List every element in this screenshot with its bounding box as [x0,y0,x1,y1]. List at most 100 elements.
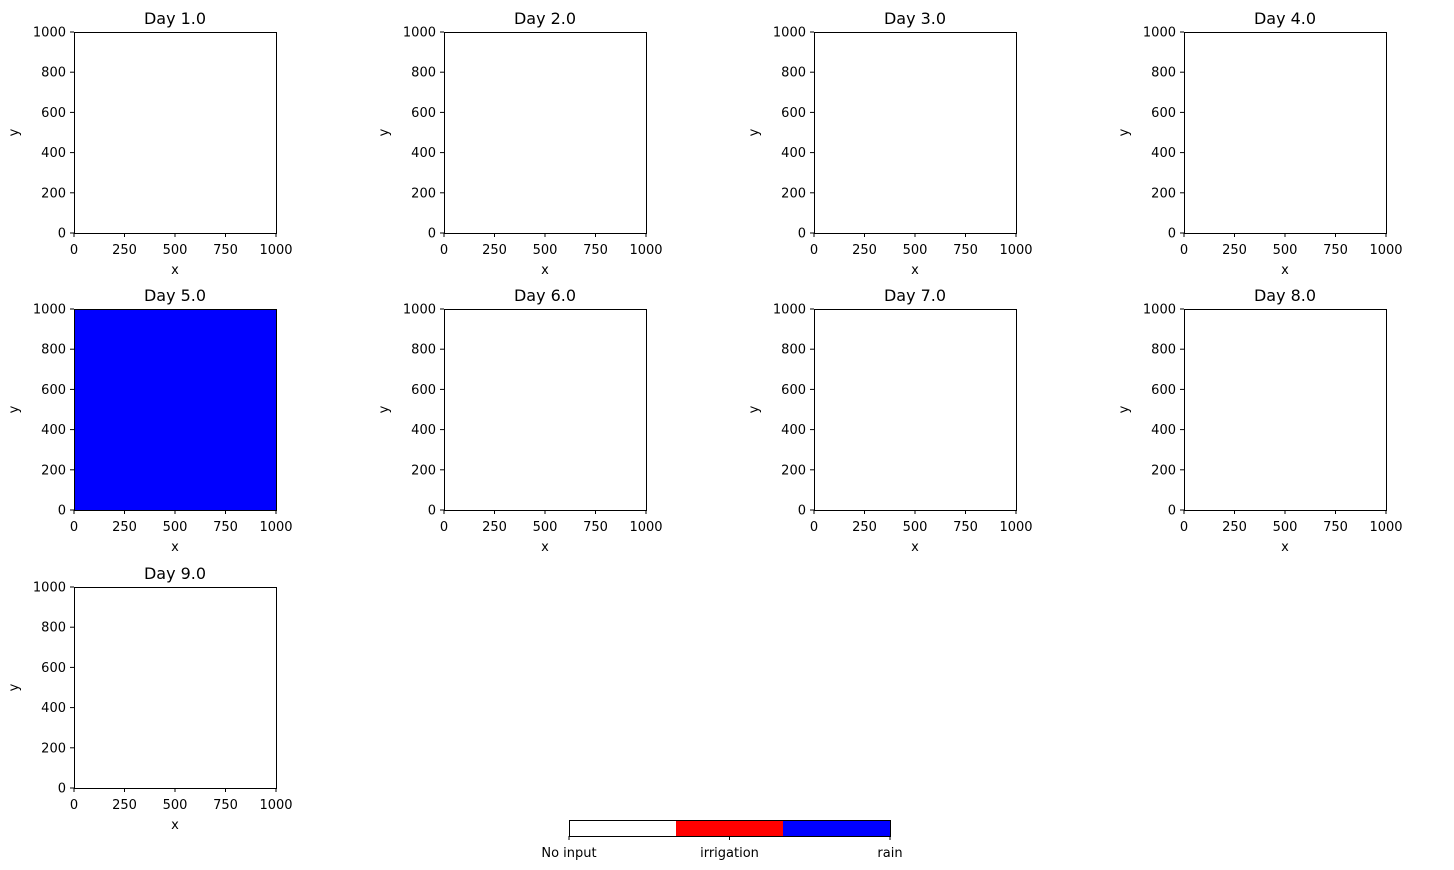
colorbar-segment [569,820,676,836]
y-tick-label: 0 [798,227,806,242]
y-axis-label: y [1117,405,1132,413]
y-axis-label: y [7,683,22,691]
y-tick-label: 1000 [33,303,66,318]
y-tick-label: 200 [781,463,806,478]
y-tick-label: 0 [798,504,806,519]
y-axis-label: y [377,128,392,136]
y-tick-label: 1000 [403,26,436,41]
y-tick-label: 200 [41,463,66,478]
y-tick-label: 1000 [1143,303,1176,318]
y-tick-label: 600 [781,383,806,398]
panel-title: Day 4.0 [1254,9,1316,28]
x-tick-label: 250 [112,520,137,535]
x-tick-label: 1000 [999,243,1032,258]
x-tick-label: 250 [112,798,137,813]
y-tick-label: 800 [781,343,806,358]
colorbar-tick-label: irrigation [700,846,759,861]
y-tick-label: 600 [41,383,66,398]
x-tick-label: 1000 [259,798,292,813]
x-tick-label: 0 [440,520,448,535]
x-tick-label: 500 [1273,243,1298,258]
y-tick-label: 0 [58,782,66,797]
x-tick-label: 1000 [999,520,1032,535]
y-tick-label: 400 [41,701,66,716]
x-tick-label: 750 [213,798,238,813]
y-tick-label: 0 [428,227,436,242]
x-axis-label: x [171,263,179,278]
x-tick-label: 500 [163,520,188,535]
y-tick-label: 0 [428,504,436,519]
x-tick-label: 250 [112,243,137,258]
y-tick-label: 600 [411,106,436,121]
y-tick-label: 1000 [33,26,66,41]
y-axis-label: y [1117,128,1132,136]
y-axis-label: y [747,405,762,413]
panel-title: Day 8.0 [1254,286,1316,305]
y-tick-label: 200 [411,463,436,478]
y-tick-label: 1000 [403,303,436,318]
x-tick-label: 250 [1222,520,1247,535]
y-tick-label: 800 [411,343,436,358]
y-tick-label: 200 [411,186,436,201]
y-tick-label: 200 [41,741,66,756]
x-tick-label: 0 [440,243,448,258]
colorbar-tick-label: rain [877,846,902,861]
x-tick-label: 1000 [629,243,662,258]
y-tick-label: 400 [41,146,66,161]
y-tick-label: 1000 [773,26,806,41]
x-tick-label: 1000 [259,243,292,258]
panel-field-fill [74,32,276,233]
x-tick-label: 500 [1273,520,1298,535]
y-tick-label: 200 [781,186,806,201]
y-tick-label: 1000 [1143,26,1176,41]
x-tick-label: 750 [213,243,238,258]
y-tick-label: 400 [781,146,806,161]
x-tick-label: 750 [213,520,238,535]
y-axis-label: y [747,128,762,136]
colorbar-segment [676,820,783,836]
panel-field-fill [1184,309,1386,510]
x-tick-label: 500 [533,243,558,258]
x-tick-label: 750 [953,243,978,258]
y-tick-label: 1000 [33,581,66,596]
y-tick-label: 1000 [773,303,806,318]
y-tick-label: 800 [41,66,66,81]
x-tick-label: 500 [903,243,928,258]
x-tick-label: 0 [70,520,78,535]
panel-field-fill [444,309,646,510]
panel-title: Day 7.0 [884,286,946,305]
y-tick-label: 0 [58,227,66,242]
x-tick-label: 750 [953,520,978,535]
y-axis-label: y [7,128,22,136]
x-tick-label: 250 [1222,243,1247,258]
x-tick-label: 1000 [1369,243,1402,258]
panel-title: Day 9.0 [144,564,206,583]
x-tick-label: 0 [810,243,818,258]
x-axis-label: x [911,540,919,555]
x-tick-label: 0 [810,520,818,535]
y-tick-label: 800 [41,343,66,358]
x-axis-label: x [541,263,549,278]
panel-field-fill [74,309,276,510]
y-tick-label: 600 [1151,383,1176,398]
panel-field-fill [814,32,1016,233]
y-tick-label: 800 [1151,66,1176,81]
x-tick-label: 0 [70,798,78,813]
y-tick-label: 400 [41,423,66,438]
y-axis-label: y [377,405,392,413]
x-axis-label: x [1281,263,1289,278]
y-tick-label: 400 [411,146,436,161]
x-tick-label: 0 [1180,243,1188,258]
y-tick-label: 600 [411,383,436,398]
y-tick-label: 400 [781,423,806,438]
x-tick-label: 1000 [629,520,662,535]
y-tick-label: 600 [781,106,806,121]
x-tick-label: 1000 [1369,520,1402,535]
y-tick-label: 0 [1168,504,1176,519]
x-tick-label: 750 [1323,520,1348,535]
y-tick-label: 800 [41,621,66,636]
y-tick-label: 0 [58,504,66,519]
x-tick-label: 500 [903,520,928,535]
x-tick-label: 250 [482,520,507,535]
x-tick-label: 500 [163,798,188,813]
